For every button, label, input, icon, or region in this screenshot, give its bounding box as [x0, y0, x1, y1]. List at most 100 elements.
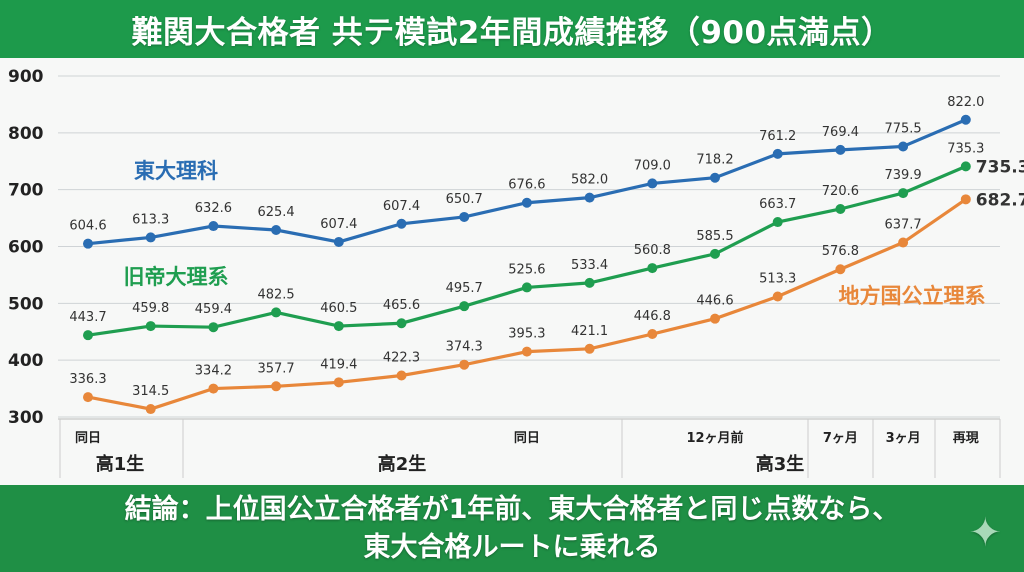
data-point [83, 238, 93, 249]
data-label: 336.3 [69, 372, 106, 387]
data-point [772, 217, 783, 228]
data-point [459, 301, 470, 312]
data-point [396, 318, 407, 329]
data-point [960, 114, 971, 125]
data-label: 482.5 [257, 287, 294, 302]
data-label: 459.4 [195, 302, 232, 317]
y-tick-label: 600 [8, 238, 44, 258]
conclusion-line-1: 結論：上位国公立合格者が1年前、東大合格者と同じ点数なら、 [124, 494, 900, 525]
title-banner: 難関大合格者 共テ模試2年間成績推移（900点満点） [0, 0, 1024, 58]
data-point [145, 404, 156, 415]
chart-title: 難関大合格者 共テ模試2年間成績推移（900点満点） [131, 14, 893, 51]
data-point [83, 392, 93, 403]
data-label: 632.6 [195, 201, 232, 216]
data-label: 421.1 [571, 324, 608, 339]
data-label: 419.4 [320, 357, 357, 372]
data-point [584, 343, 595, 354]
data-label: 761.2 [759, 129, 796, 144]
data-label: 357.7 [257, 361, 294, 376]
conclusion-line-2: 東大合格ルートに乗れる [363, 532, 661, 563]
end-label: 735.3 [976, 157, 1024, 177]
x-tick-label: 同日 [75, 431, 101, 446]
data-point [960, 194, 971, 205]
data-label: 576.8 [822, 244, 859, 259]
data-label: 709.0 [634, 158, 671, 173]
end-label: 682.7 [976, 190, 1024, 210]
data-label: 739.9 [884, 168, 921, 183]
sparkle-icon: ✦ [968, 510, 1002, 556]
data-point [772, 148, 783, 159]
data-label: 585.5 [696, 229, 733, 244]
data-label: 446.8 [634, 309, 671, 324]
data-label: 607.4 [383, 199, 420, 214]
data-point [835, 264, 846, 275]
data-label: 625.4 [257, 205, 294, 220]
data-point [459, 359, 470, 370]
data-point [208, 383, 219, 394]
data-point [898, 237, 909, 248]
data-label: 735.3 [947, 141, 984, 156]
data-label: 465.6 [383, 298, 420, 313]
data-label: 718.2 [696, 153, 733, 168]
data-point [521, 197, 532, 208]
data-label: 769.4 [822, 125, 859, 140]
data-label: 663.7 [759, 197, 796, 212]
y-tick-label: 900 [8, 67, 44, 87]
data-point [584, 192, 595, 203]
data-point [898, 141, 909, 152]
data-point [271, 225, 282, 236]
data-point [333, 321, 344, 332]
data-label: 604.6 [69, 219, 106, 234]
data-point [647, 329, 658, 340]
data-label: 607.4 [320, 217, 357, 232]
data-label: 720.6 [822, 184, 859, 199]
x-tick-label: 7ヶ月 [823, 431, 858, 446]
data-label: 395.3 [508, 327, 545, 342]
data-point [396, 218, 407, 229]
data-point [396, 370, 407, 381]
x-tick-label: 再現 [953, 431, 979, 446]
data-label: 525.6 [508, 262, 545, 277]
data-point [521, 346, 532, 357]
data-label: 459.8 [132, 301, 169, 316]
data-label: 533.4 [571, 258, 608, 273]
series-name-label: 東大理科 [134, 159, 218, 183]
y-tick-label: 800 [8, 124, 44, 144]
data-point [271, 307, 282, 318]
data-point [710, 313, 720, 324]
y-tick-label: 500 [8, 294, 44, 314]
data-label: 650.7 [446, 192, 483, 207]
data-label: 495.7 [446, 281, 483, 296]
data-point [145, 321, 156, 332]
data-point [208, 221, 219, 232]
x-group-label: 高2生 [378, 453, 427, 475]
data-point [710, 248, 720, 259]
x-group-label: 高3生 [756, 453, 805, 475]
data-point [772, 291, 783, 302]
data-label: 775.5 [884, 121, 921, 136]
data-point [83, 330, 93, 341]
y-tick-label: 700 [8, 181, 44, 201]
data-point [710, 172, 720, 183]
x-tick-label: 同日 [514, 431, 540, 446]
data-point [647, 263, 658, 274]
data-point [459, 211, 470, 222]
series-name-label: 旧帝大理系 [124, 265, 229, 289]
data-point [145, 232, 156, 243]
data-label: 676.6 [508, 178, 545, 193]
data-label: 513.3 [759, 272, 796, 287]
data-point [835, 203, 846, 214]
x-tick-label: 12ヶ月前 [686, 430, 743, 446]
data-label: 374.3 [446, 340, 483, 355]
data-point [835, 144, 846, 155]
data-point [584, 277, 595, 288]
data-label: 314.5 [132, 384, 169, 399]
y-tick-label: 300 [8, 408, 44, 428]
conclusion-banner: 結論：上位国公立合格者が1年前、東大合格者と同じ点数なら、 東大合格ルートに乗れ… [0, 485, 1024, 572]
data-point [271, 381, 282, 392]
data-point [521, 282, 532, 293]
data-point [333, 236, 344, 247]
data-label: 582.0 [571, 173, 608, 188]
data-point [960, 161, 971, 172]
data-point [898, 188, 909, 199]
